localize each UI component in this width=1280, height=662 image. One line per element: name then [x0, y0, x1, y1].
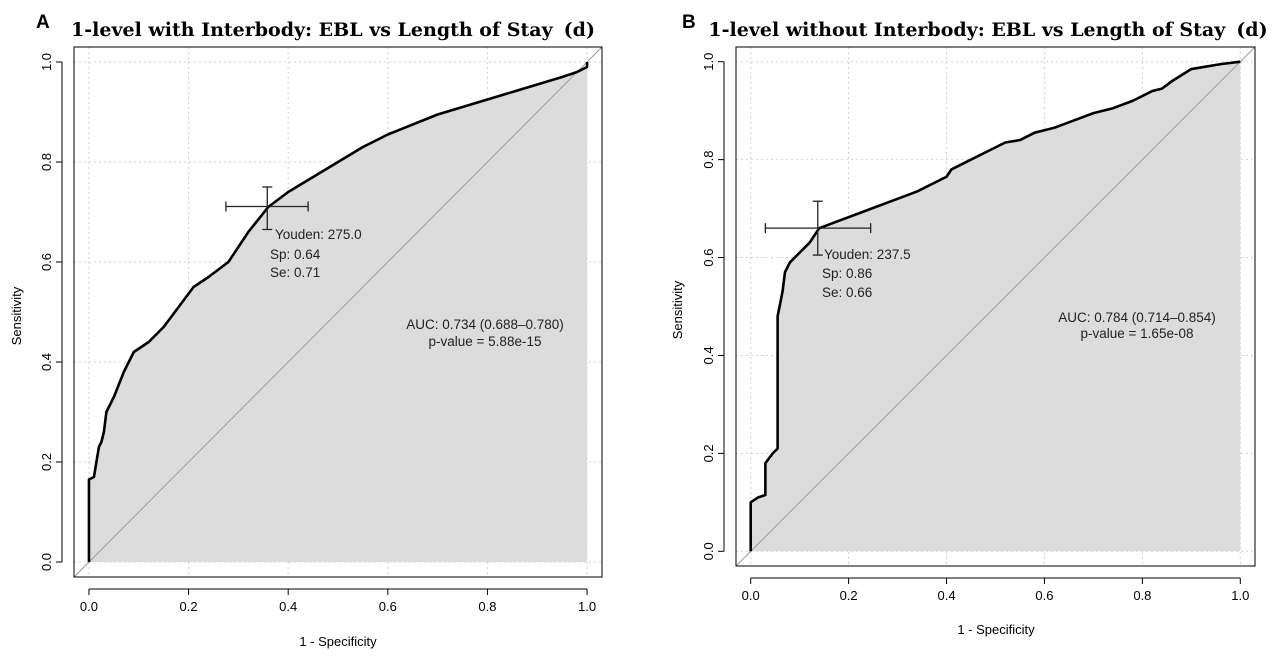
x-tick-label: 0.0	[80, 599, 98, 614]
roc-curve	[87, 62, 589, 562]
x-tick-label: 0.8	[478, 599, 496, 614]
reference-diagonal	[735, 46, 1256, 567]
y-tick-label: 0.2	[701, 444, 716, 462]
panel-a: A 1-level with Interbody: EBL vs Length …	[9, 12, 603, 649]
y-tick-label: 0.0	[701, 542, 716, 560]
y-tick-label: 0.4	[701, 346, 716, 364]
y-tick-label: 0.4	[39, 353, 54, 371]
youden-label: Youden: 275.0	[275, 227, 362, 242]
y-tick-label: 0.6	[701, 248, 716, 266]
y-tick-label: 0.8	[39, 153, 54, 171]
roc-curve	[749, 60, 1241, 552]
x-tick-label: 0.2	[840, 588, 858, 603]
sensitivity-label: Se: 0.71	[270, 265, 320, 280]
x-tick-label: 0.4	[279, 599, 297, 614]
sensitivity-label: Se: 0.66	[822, 285, 872, 300]
auc-text: AUC: 0.784 (0.714–0.854)	[1058, 310, 1216, 325]
reference-diagonal	[73, 46, 603, 578]
x-tick-label: 0.6	[1035, 588, 1053, 603]
panel-letter: B	[682, 12, 696, 33]
y-tick-label: 0.2	[39, 453, 54, 471]
x-tick-label: 0.4	[937, 588, 955, 603]
specificity-label: Sp: 0.64	[270, 247, 321, 262]
chart-title: 1-level without Interbody: EBL vs Length…	[708, 19, 1267, 41]
x-tick-label: 0.0	[742, 588, 760, 603]
y-tick-label: 0.6	[39, 253, 54, 271]
y-axis-label: Sensitivity	[670, 280, 685, 339]
x-tick-label: 1.0	[578, 599, 596, 614]
y-axis-label: Sensitivity	[9, 286, 24, 345]
y-tick-label: 1.0	[39, 53, 54, 71]
panel-b: B 1-level without Interbody: EBL vs Leng…	[670, 12, 1268, 637]
x-tick-label: 1.0	[1231, 588, 1249, 603]
chart-title-main: 1-level with Interbody: EBL vs Length of…	[71, 19, 554, 41]
pvalue-text: p-value = 1.65e-08	[1081, 326, 1194, 341]
chart-title-suffix: (d)	[564, 19, 595, 41]
auc-text: AUC: 0.734 (0.688–0.780)	[406, 317, 564, 332]
panel-letter: A	[36, 12, 50, 33]
auc-annotation-a: AUC: 0.734 (0.688–0.780) p-value = 5.88e…	[406, 317, 564, 349]
auc-annotation-b: AUC: 0.784 (0.714–0.854) p-value = 1.65e…	[1058, 310, 1216, 341]
y-tick-label: 1.0	[701, 53, 716, 71]
youden-label: Youden: 237.5	[824, 247, 911, 262]
threshold-labels-a: Youden: 275.0 Sp: 0.64 Se: 0.71	[270, 227, 362, 280]
pvalue-text: p-value = 5.88e-15	[429, 334, 542, 349]
x-axis-label: 1 - Specificity	[957, 622, 1035, 637]
x-tick-label: 0.2	[180, 599, 198, 614]
threshold-labels-b: Youden: 237.5 Sp: 0.86 Se: 0.66	[822, 247, 911, 300]
plot-frame	[735, 46, 1256, 567]
roc-plot-b: 0.0 0.2 0.4 0.6 0.8 1.0 0.0 0.2 0.4 0.6 0.8 1.0	[701, 46, 1256, 603]
roc-plot-a: 0.0 0.2 0.4 0.6 0.8 1.0 0.0 0.2 0.4 0.6 0.8 1.0	[39, 46, 603, 614]
x-axis-label: 1 - Specificity	[299, 634, 377, 649]
chart-title-suffix: (d)	[1236, 19, 1267, 41]
y-tick-label: 0.0	[39, 553, 54, 571]
chart-title-main: 1-level without Interbody: EBL vs Length…	[708, 19, 1226, 41]
y-tick-label: 0.8	[701, 151, 716, 169]
x-tick-label: 0.6	[379, 599, 397, 614]
specificity-label: Sp: 0.86	[822, 266, 872, 281]
chart-title: 1-level with Interbody: EBL vs Length of…	[71, 19, 595, 41]
plot-frame	[73, 46, 603, 578]
x-tick-label: 0.8	[1133, 588, 1151, 603]
